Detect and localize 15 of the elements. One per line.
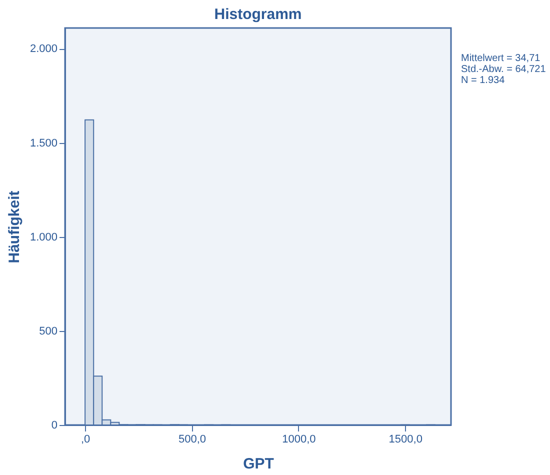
- y-tick-label: 1.000: [30, 231, 58, 244]
- chart-title: Histogramm: [214, 6, 302, 23]
- y-axis-title: Häufigkeit: [6, 190, 23, 264]
- x-tick-label: 1000,0: [282, 434, 316, 446]
- x-tick-label: 500,0: [178, 434, 206, 446]
- y-tick-label: 1.500: [30, 137, 58, 150]
- y-tick-label: 2.000: [30, 43, 58, 56]
- text: N = 1.934: [461, 75, 506, 86]
- text: Std.-Abw. = 64,721: [461, 64, 546, 75]
- y-tick-label: 0: [51, 420, 58, 432]
- x-axis-title: GPT: [243, 456, 274, 472]
- x-tick-label: ,0: [80, 434, 90, 446]
- x-tick-label: 1500,0: [388, 434, 422, 446]
- text: Mittelwert = 34,71: [461, 53, 541, 64]
- y-tick-label: 500: [39, 325, 58, 338]
